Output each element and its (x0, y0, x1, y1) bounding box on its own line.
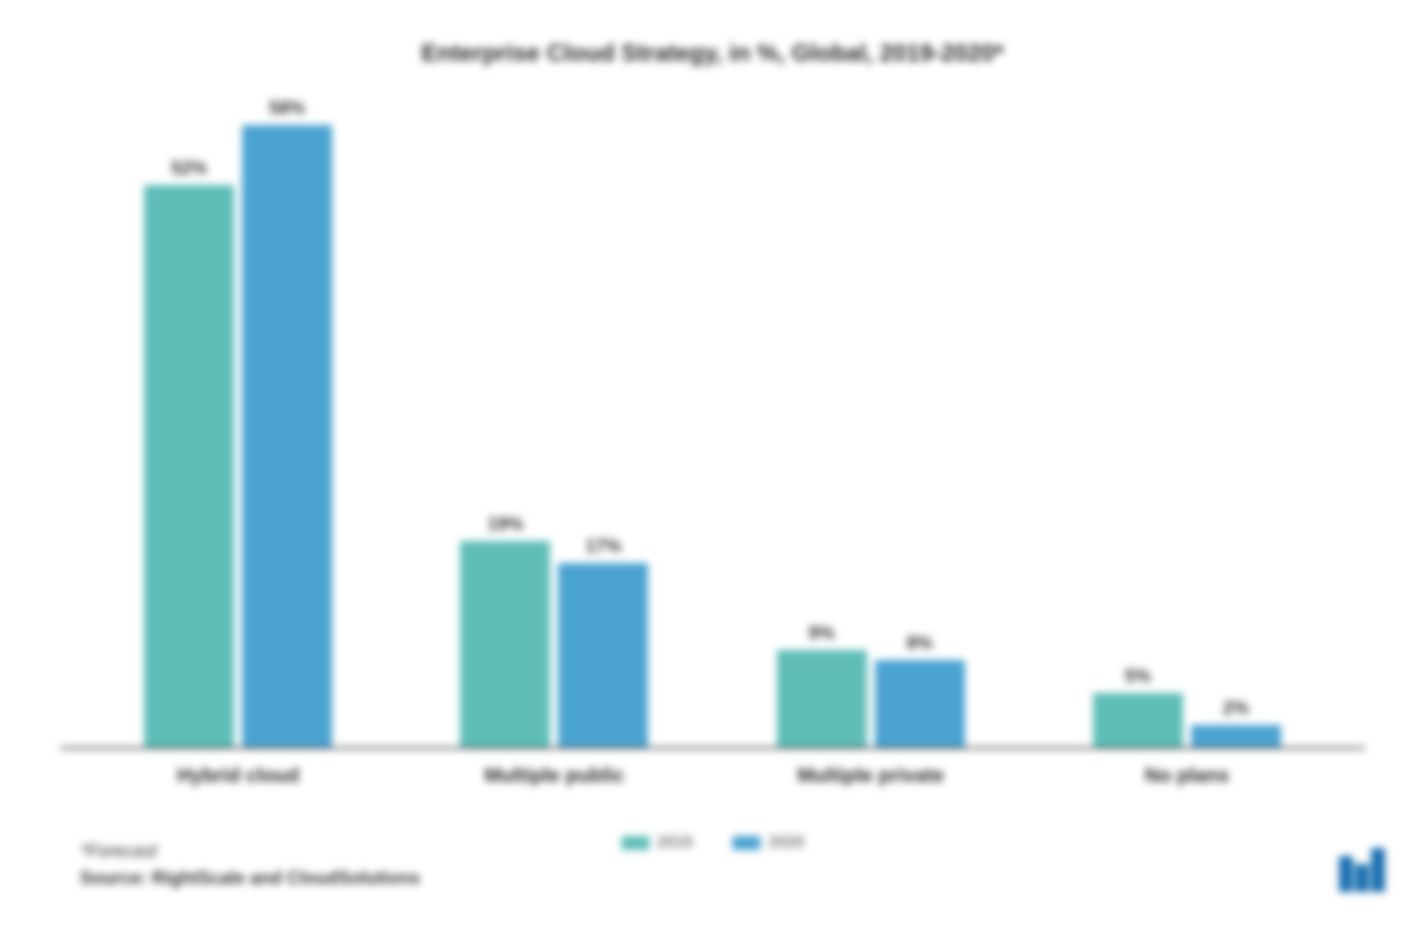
source-text: Source: RightScale and CloudSolutions (80, 865, 420, 892)
brand-logo-icon (1339, 848, 1385, 892)
category-group: 9% 8% (777, 98, 965, 747)
bar (1093, 693, 1183, 747)
bar-value-label: 58% (269, 98, 305, 119)
bar-wrap: 2% (1191, 98, 1281, 747)
chart-container: Enterprise Cloud Strategy, in %, Global,… (60, 40, 1365, 892)
bar-wrap: 19% (460, 98, 550, 747)
bar-wrap: 52% (144, 98, 234, 747)
legend-item: 2019 (621, 834, 693, 852)
bar-value-label: 5% (1125, 666, 1151, 687)
legend-label: 2020 (769, 834, 805, 852)
x-axis-label: No plans (1087, 765, 1287, 788)
bar (1191, 725, 1281, 747)
bar (558, 563, 648, 747)
chart-title: Enterprise Cloud Strategy, in %, Global,… (60, 40, 1365, 68)
legend-label: 2019 (657, 834, 693, 852)
bar-value-label: 8% (907, 633, 933, 654)
category-group: 19% 17% (460, 98, 648, 747)
x-axis-label: Hybrid cloud (138, 765, 338, 788)
bar-wrap: 58% (242, 98, 332, 747)
legend-swatch (733, 836, 761, 850)
source-block: *Forecast Source: RightScale and CloudSo… (80, 838, 420, 892)
category-group: 52% 58% (144, 98, 332, 747)
bar (144, 185, 234, 747)
bar (777, 650, 867, 747)
legend-item: 2020 (733, 834, 805, 852)
category-group: 5% 2% (1093, 98, 1281, 747)
bar-wrap: 5% (1093, 98, 1183, 747)
bar-value-label: 9% (809, 623, 835, 644)
x-axis-label: Multiple private (771, 765, 971, 788)
bar (242, 125, 332, 747)
forecast-note: *Forecast (80, 838, 420, 865)
bar-wrap: 9% (777, 98, 867, 747)
legend-swatch (621, 836, 649, 850)
plot-area: 52% 58% 19% 17% 9% 8% 5% 2% (60, 98, 1365, 749)
x-axis-labels: Hybrid cloud Multiple public Multiple priv… (60, 749, 1365, 788)
bar-value-label: 52% (171, 158, 207, 179)
bar-value-label: 2% (1223, 698, 1249, 719)
bar-wrap: 8% (875, 98, 965, 747)
bar (875, 660, 965, 747)
bar (460, 541, 550, 747)
bar-value-label: 19% (487, 514, 523, 535)
legend: 2019 2020 (621, 834, 804, 852)
bar-wrap: 17% (558, 98, 648, 747)
x-axis-label: Multiple public (454, 765, 654, 788)
bar-value-label: 17% (585, 536, 621, 557)
